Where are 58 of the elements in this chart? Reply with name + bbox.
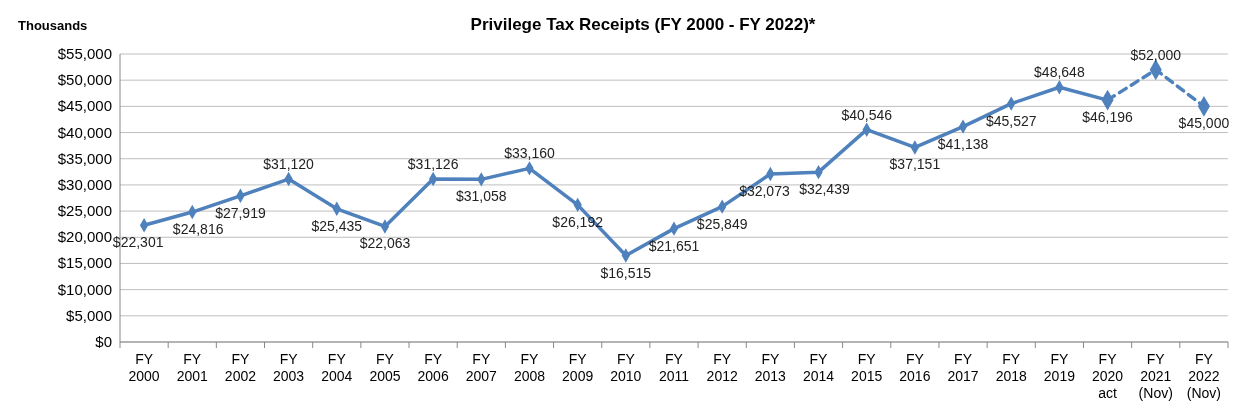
x-tick-label: FY 2020 act xyxy=(1091,351,1124,401)
y-tick-label: $25,000 xyxy=(57,202,112,220)
data-label: $25,849 xyxy=(696,215,748,232)
data-label: $41,138 xyxy=(937,135,989,152)
y-tick-label: $30,000 xyxy=(57,175,112,193)
data-label: $37,151 xyxy=(889,156,941,173)
x-tick-label: FY 2007 xyxy=(465,351,498,384)
x-tick-label: FY 2010 xyxy=(610,351,642,384)
data-label: $22,063 xyxy=(359,235,411,252)
data-label: $24,816 xyxy=(172,221,224,238)
data-label: $48,648 xyxy=(1034,64,1085,81)
x-tick-label: FY 2005 xyxy=(369,351,401,384)
data-label: $31,120 xyxy=(263,156,315,173)
data-label: $25,435 xyxy=(311,217,363,234)
data-label: $31,126 xyxy=(407,156,459,173)
x-tick-label: FY 2018 xyxy=(995,351,1027,384)
x-tick-label: FY 2011 xyxy=(658,351,690,384)
y-axis-title: Thousands xyxy=(18,18,88,33)
data-label: $33,160 xyxy=(504,145,555,162)
y-tick-label: $0 xyxy=(95,333,112,350)
x-tick-label: FY 2013 xyxy=(754,351,787,384)
data-label: $45,000 xyxy=(1178,115,1230,132)
data-label: $46,196 xyxy=(1082,109,1134,126)
data-label: $52,000 xyxy=(1130,46,1182,63)
y-tick-label: $5,000 xyxy=(66,306,112,324)
x-tick-label: FY 2003 xyxy=(273,351,305,384)
data-label: $32,439 xyxy=(799,181,850,198)
x-tick-label: FY 2021 (Nov) xyxy=(1138,351,1173,401)
y-tick-label: $35,000 xyxy=(57,149,112,167)
x-tick-label: FY 2019 xyxy=(1043,351,1076,384)
data-label: $27,919 xyxy=(215,204,266,221)
x-tick-label: FY 2015 xyxy=(851,351,883,384)
y-tick-label: $10,000 xyxy=(57,280,112,298)
data-label: $40,546 xyxy=(841,106,893,123)
x-tick-label: FY 2009 xyxy=(562,351,594,384)
x-tick-label: FY 2014 xyxy=(802,351,835,384)
x-tick-label: FY 2017 xyxy=(947,351,979,384)
y-tick-label: $40,000 xyxy=(57,123,112,141)
x-tick-label: FY 2001 xyxy=(176,351,209,384)
chart-title: Privilege Tax Receipts (FY 2000 - FY 2022)* xyxy=(470,15,816,34)
y-tick-label: $45,000 xyxy=(57,97,112,115)
data-label: $45,527 xyxy=(985,112,1037,129)
x-tick-label: FY 2012 xyxy=(706,351,738,384)
data-label: $22,301 xyxy=(112,234,164,251)
x-tick-label: FY 2000 xyxy=(128,351,160,384)
data-label: $21,651 xyxy=(648,237,700,254)
x-tick-label: FY 2002 xyxy=(224,351,257,384)
x-tick-label: FY 2004 xyxy=(321,351,353,384)
data-label: $16,515 xyxy=(600,264,652,281)
y-tick-label: $50,000 xyxy=(57,71,112,89)
x-tick-label: FY 2016 xyxy=(899,351,931,384)
y-tick-label: $15,000 xyxy=(57,254,112,272)
x-tick-label: FY 2022 (Nov) xyxy=(1186,351,1222,401)
y-tick-label: $55,000 xyxy=(57,45,112,62)
y-tick-label: $20,000 xyxy=(57,228,112,246)
data-label: $31,058 xyxy=(456,188,507,205)
x-tick-label: FY 2006 xyxy=(417,351,449,384)
x-tick-label: FY 2008 xyxy=(513,351,546,384)
